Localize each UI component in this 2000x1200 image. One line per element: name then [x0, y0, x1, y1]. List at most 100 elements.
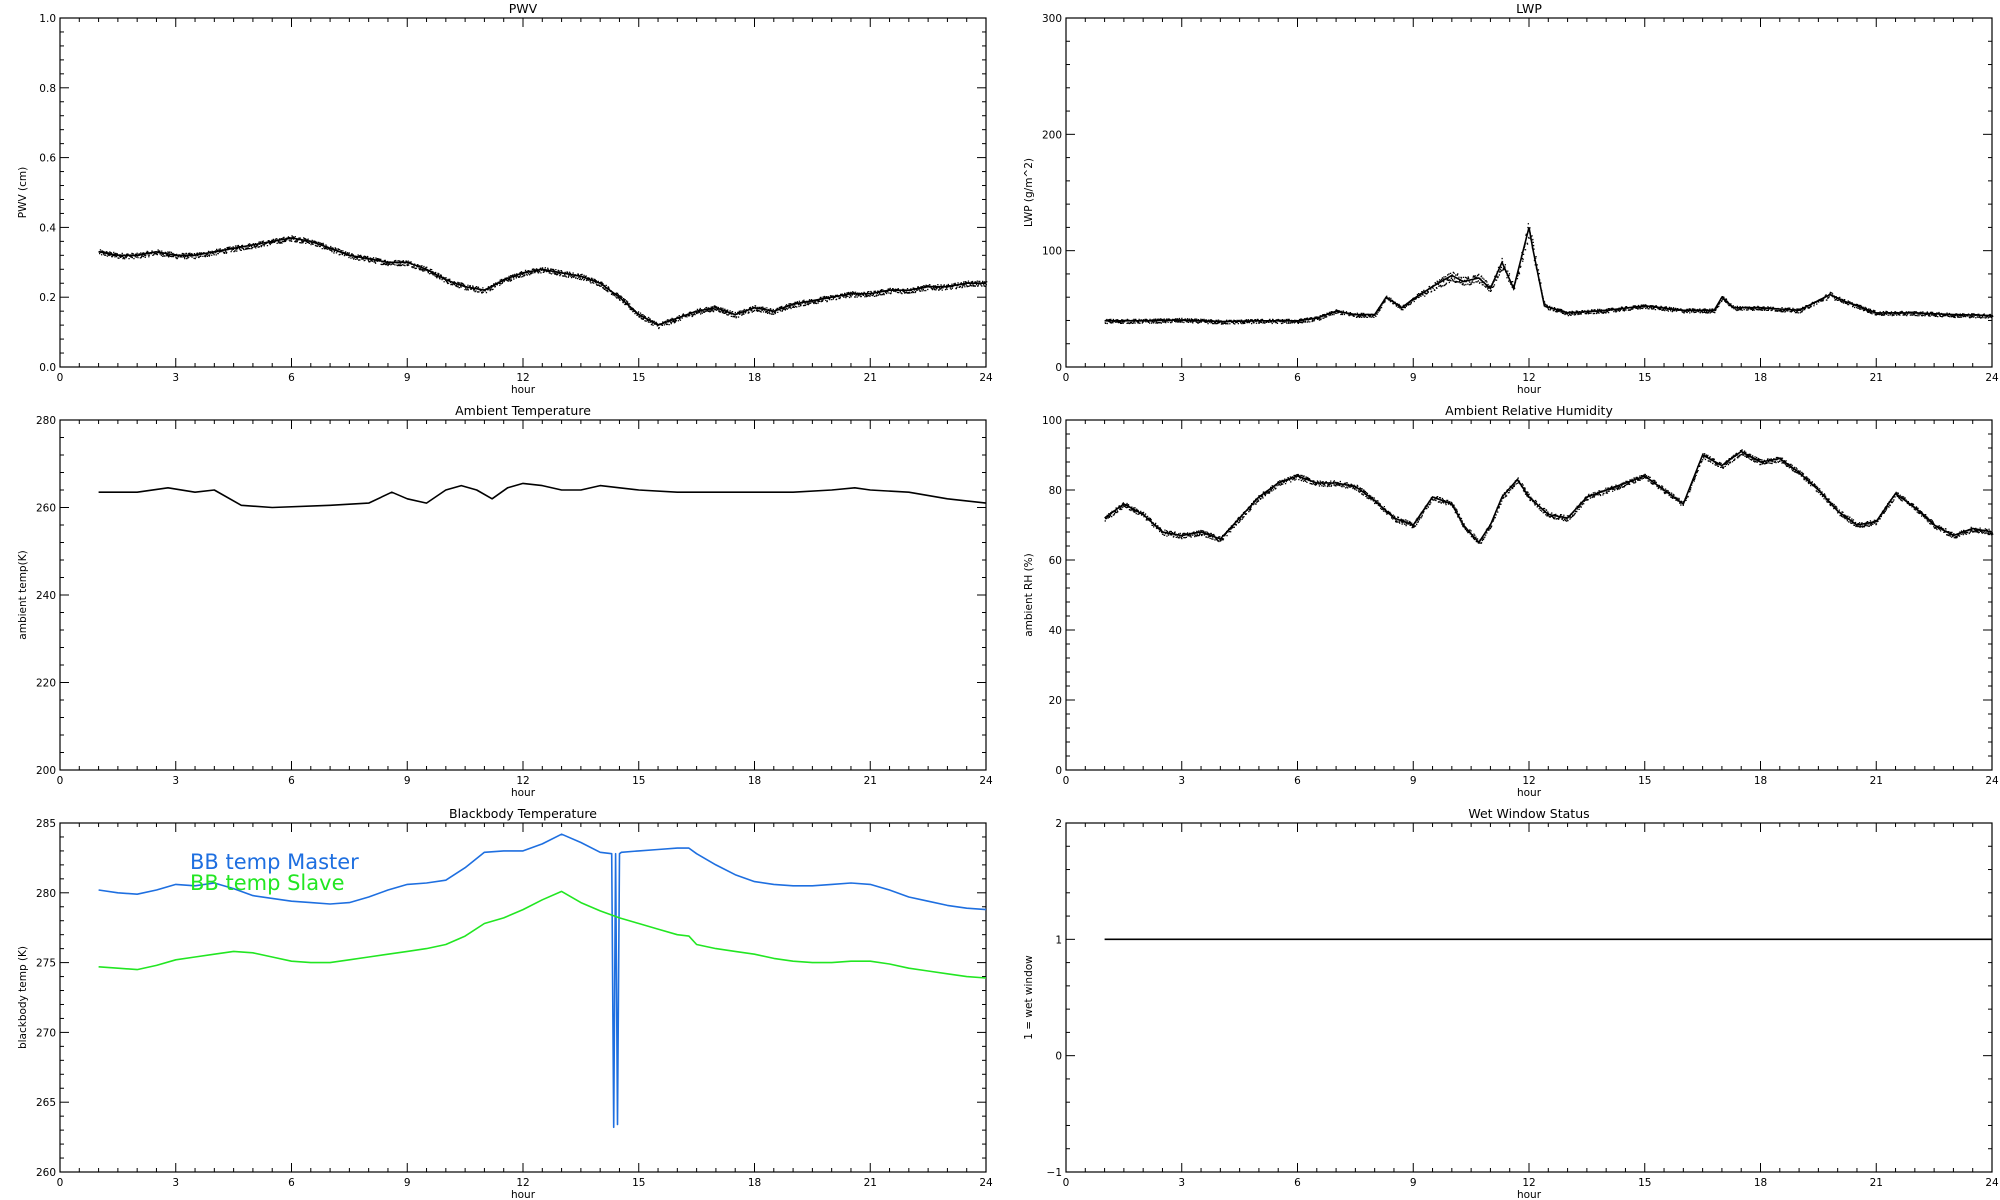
chart-panel-1: PWV 0 3 6 9 12 15 18 21 24 hour 0.0 0.2 0.4 0.6 0.8 1.0 P…: [17, 1, 993, 396]
chart-panel-5: Blackbody Temperature 0 3 6 9 12 15 18 21 24 hour 2…: [17, 806, 993, 1200]
x-tick-label: 18: [1754, 775, 1767, 787]
plot-frame: [59, 17, 987, 368]
y-tick-label: 0: [1055, 362, 1062, 374]
series-2-line: [98, 890, 987, 979]
x-tick-label: 6: [1294, 372, 1301, 384]
x-tick-label: 3: [1178, 372, 1185, 384]
x-tick-label: 3: [172, 372, 179, 384]
y-tick-label: 20: [1049, 695, 1062, 707]
x-tick-label: 15: [1638, 775, 1651, 787]
y-tick-label: 285: [36, 818, 56, 830]
x-tick-label: 21: [864, 1177, 877, 1189]
x-tick-label: 3: [1178, 775, 1185, 787]
chart-panel-2: LWP 0 3 6 9 12 15 18 21 24 hour 0 100 200 300 LWP (g/m^…: [1023, 1, 1999, 396]
chart-title: LWP: [1516, 1, 1542, 16]
y-tick-label: 260: [36, 503, 56, 515]
y-tick-label: 300: [1042, 13, 1062, 25]
y-tick-label: 0.2: [39, 292, 56, 304]
x-tick-label: 0: [57, 1177, 64, 1189]
y-tick-label: 2: [1055, 818, 1062, 830]
x-tick-label: 9: [1410, 372, 1417, 384]
series-1-markers: [1104, 449, 1994, 544]
x-tick-label: 12: [1522, 775, 1535, 787]
y-tick-label: 280: [36, 415, 56, 427]
x-axis-label: hour: [1517, 1189, 1542, 1200]
x-axis-label: hour: [1517, 787, 1542, 799]
x-tick-label: 3: [1178, 1177, 1185, 1189]
y-tick-label: 80: [1049, 485, 1062, 497]
chart-panel-4: Ambient Relative Humidity 0 3 6 9 12 15 18 21 24 h…: [1023, 403, 1999, 799]
x-tick-label: 21: [1870, 775, 1883, 787]
y-tick-label: 280: [36, 888, 56, 900]
y-tick-label: 200: [36, 765, 56, 777]
x-axis-label: hour: [511, 787, 536, 799]
y-tick-label: 0.6: [39, 153, 56, 165]
x-tick-label: 9: [404, 372, 411, 384]
y-tick-label: 0: [1055, 1051, 1062, 1063]
y-tick-label: 1: [1055, 934, 1062, 946]
x-tick-label: 18: [1754, 1177, 1767, 1189]
x-tick-label: 24: [979, 372, 993, 384]
x-tick-label: 6: [288, 372, 295, 384]
legend-entry-1: BB temp Master: [190, 850, 359, 874]
y-tick-label: 265: [36, 1097, 56, 1109]
x-tick-label: 15: [632, 1177, 645, 1189]
x-tick-label: 15: [1638, 1177, 1651, 1189]
y-tick-label: 0.4: [39, 222, 56, 234]
y-tick-label: 275: [36, 958, 56, 970]
y-tick-label: 270: [36, 1027, 56, 1039]
y-axis-label: 1 = wet window: [1023, 955, 1035, 1040]
series-1-markers: [1104, 223, 1994, 325]
x-tick-label: 3: [172, 775, 179, 787]
x-tick-label: 0: [1063, 775, 1070, 787]
x-tick-label: 21: [864, 775, 877, 787]
y-tick-label: 0.8: [39, 83, 56, 95]
y-axis-label: LWP (g/m^2): [1023, 158, 1035, 227]
y-tick-label: 220: [36, 678, 56, 690]
chart-title: Ambient Temperature: [455, 403, 591, 418]
x-tick-label: 0: [1063, 372, 1070, 384]
y-tick-label: 100: [1042, 246, 1062, 258]
y-axis-label: ambient RH (%): [1023, 553, 1035, 637]
x-tick-label: 18: [748, 775, 761, 787]
series-1-trend: [1104, 450, 1993, 544]
legend-entry-2: BB temp Slave: [190, 871, 345, 895]
x-tick-label: 0: [1063, 1177, 1070, 1189]
plot-frame: [1065, 822, 1993, 1173]
x-tick-label: 15: [632, 775, 645, 787]
x-tick-label: 0: [57, 775, 64, 787]
x-tick-label: 15: [1638, 372, 1651, 384]
x-axis-label: hour: [1517, 384, 1542, 396]
chart-title: PWV: [509, 1, 538, 16]
x-tick-label: 24: [1985, 1177, 1999, 1189]
x-tick-label: 6: [288, 1177, 295, 1189]
y-tick-label: 0.0: [39, 362, 56, 374]
series-1-line: [98, 482, 987, 509]
x-tick-label: 6: [1294, 1177, 1301, 1189]
x-tick-label: 6: [1294, 775, 1301, 787]
x-tick-label: 15: [632, 372, 645, 384]
x-tick-label: 24: [1985, 775, 1999, 787]
series-1-trend: [98, 237, 986, 326]
x-tick-label: 12: [1522, 1177, 1535, 1189]
y-tick-label: 260: [36, 1167, 56, 1179]
x-tick-label: 24: [979, 775, 993, 787]
x-tick-label: 9: [404, 775, 411, 787]
y-tick-label: 40: [1049, 625, 1062, 637]
x-tick-label: 24: [1985, 372, 1999, 384]
y-tick-label: 60: [1049, 555, 1062, 567]
x-tick-label: 18: [1754, 372, 1767, 384]
x-tick-label: 21: [1870, 372, 1883, 384]
series-1-line: [98, 833, 987, 1129]
x-tick-label: 6: [288, 775, 295, 787]
x-tick-label: 21: [864, 372, 877, 384]
y-axis-label: PWV (cm): [17, 167, 29, 218]
x-tick-label: 12: [1522, 372, 1535, 384]
y-axis-label: blackbody temp (K): [17, 946, 29, 1049]
chart-title: Wet Window Status: [1468, 806, 1589, 821]
chart-panel-3: Ambient Temperature 0 3 6 9 12 15 18 21 24 hour 200…: [17, 403, 993, 799]
x-tick-label: 21: [1870, 1177, 1883, 1189]
x-tick-label: 9: [404, 1177, 411, 1189]
